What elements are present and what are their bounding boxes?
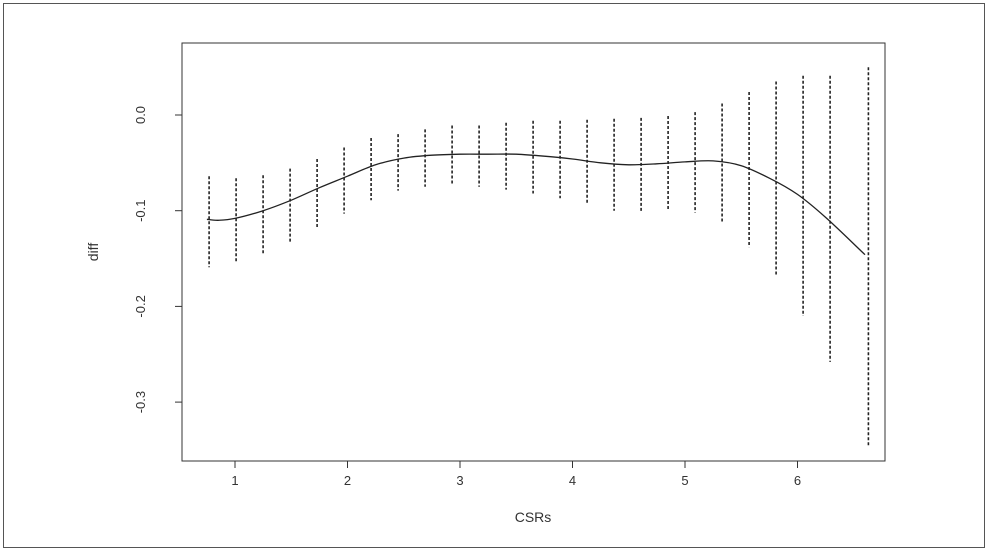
figure-frame [3,3,985,548]
smooth-curve-line [206,153,866,256]
x-tick-label-6: 6 [794,473,801,488]
x-tick-label-4: 4 [569,473,576,488]
confidence-intervals [208,67,870,446]
y-axis-title: diff [85,243,101,262]
y-tick-label-1: -0.1 [133,199,148,221]
plot-area [181,42,886,462]
x-axis: 1 2 3 4 5 6 [231,461,801,488]
x-axis-title: CSRs [515,509,552,525]
x-tick-label-3: 3 [456,473,463,488]
y-axis: 0.0 -0.1 -0.2 -0.3 [133,106,182,413]
y-tick-label-3: -0.3 [133,391,148,413]
y-tick-label-2: -0.2 [133,295,148,317]
x-tick-label-5: 5 [681,473,688,488]
x-tick-label-2: 2 [344,473,351,488]
y-tick-label-0: 0.0 [133,106,148,124]
x-tick-label-1: 1 [231,473,238,488]
